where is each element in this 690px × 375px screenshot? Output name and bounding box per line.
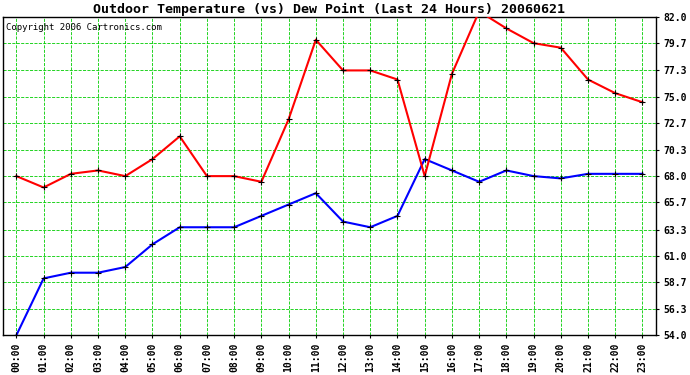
Title: Outdoor Temperature (vs) Dew Point (Last 24 Hours) 20060621: Outdoor Temperature (vs) Dew Point (Last… — [93, 3, 565, 16]
Text: Copyright 2006 Cartronics.com: Copyright 2006 Cartronics.com — [6, 23, 162, 32]
